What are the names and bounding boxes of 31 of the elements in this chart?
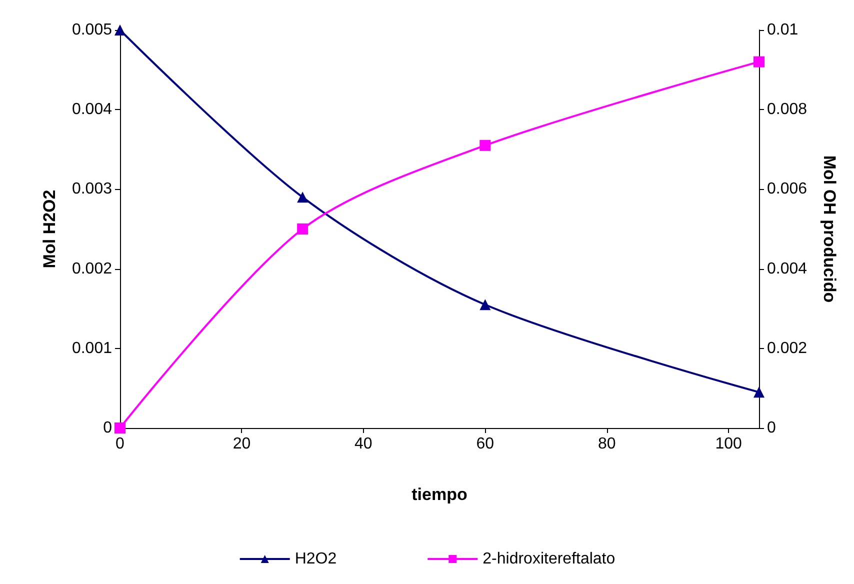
y2-tick-label: 0.008 — [767, 101, 808, 118]
y-tick-label: 0.002 — [72, 260, 112, 278]
y-tick-label: 0.004 — [72, 101, 112, 118]
y2-tick-label: 0.01 — [767, 22, 798, 38]
y2-tick-label: 0 — [767, 420, 776, 436]
point — [754, 386, 764, 398]
legend-label: 2-hidroxitereftalato — [482, 550, 616, 568]
point — [297, 224, 308, 234]
x-tick-label: 0 — [116, 436, 125, 452]
y-tick-label: 0.001 — [72, 340, 112, 357]
point — [754, 56, 764, 68]
y2-tick-label: 0.004 — [767, 260, 808, 278]
y2-tick-label: 0.002 — [767, 340, 808, 357]
y-tick-label: 0.003 — [72, 180, 112, 198]
y-tick-label: 0 — [103, 420, 112, 436]
y-tick-label: 0.005 — [72, 22, 112, 38]
legend-label: H2O2 — [294, 550, 337, 568]
point — [114, 24, 126, 36]
y2-axis-title: Mol OH producido — [820, 155, 839, 303]
point — [114, 422, 126, 434]
point — [480, 299, 491, 310]
x-axis-title: tiempo — [412, 485, 468, 504]
x-tick-label: 40 — [354, 436, 372, 452]
y2-tick-label: 0.006 — [767, 180, 808, 198]
point — [480, 140, 491, 151]
x-tick-label: 100 — [715, 436, 742, 452]
x-tick-label: 80 — [598, 436, 616, 452]
x-tick-label: 60 — [476, 436, 494, 452]
point — [297, 192, 308, 203]
y-axis-title: Mol H2O2 — [40, 190, 59, 268]
x-tick-label: 20 — [232, 436, 251, 452]
